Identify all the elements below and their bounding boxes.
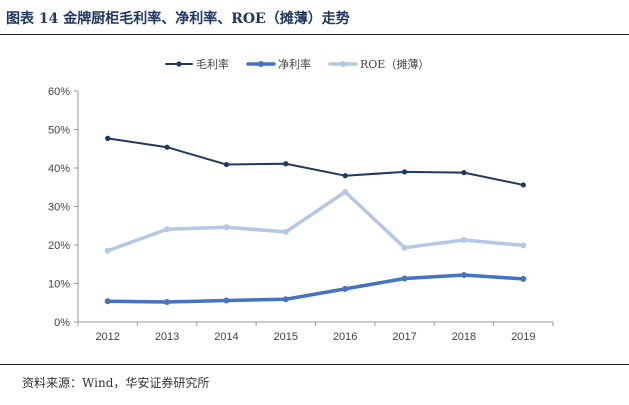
source-note: 资料来源：Wind，华安证券研究所 xyxy=(22,376,210,390)
y-tick-label: 30% xyxy=(48,202,70,214)
legend-label: ROE（摊薄） xyxy=(360,57,429,71)
series-group xyxy=(104,135,527,305)
data-point xyxy=(223,161,230,168)
data-point xyxy=(461,170,467,176)
data-point xyxy=(401,169,408,175)
data-point xyxy=(342,285,349,292)
x-tick-label: 2019 xyxy=(511,331,535,343)
y-tick-label: 0% xyxy=(54,317,70,329)
legend-label: 毛利率 xyxy=(196,57,229,71)
data-point xyxy=(105,135,111,141)
series-line xyxy=(105,273,526,304)
legend-marker xyxy=(340,61,346,67)
series-line xyxy=(106,137,525,186)
x-tick-label: 2017 xyxy=(392,331,416,343)
data-point xyxy=(342,173,348,179)
y-tick-label: 10% xyxy=(48,279,70,291)
title-divider xyxy=(0,34,629,35)
footer-divider xyxy=(0,364,629,365)
x-tick-label: 2015 xyxy=(274,331,298,343)
data-point xyxy=(283,161,289,167)
data-point xyxy=(104,298,111,305)
data-point xyxy=(223,297,230,304)
data-point xyxy=(460,272,467,279)
x-tick-label: 2014 xyxy=(214,331,238,343)
series-line xyxy=(105,190,526,253)
data-point xyxy=(520,182,526,188)
data-point xyxy=(282,228,289,235)
x-tick-label: 2013 xyxy=(155,331,179,343)
data-point xyxy=(282,296,289,303)
data-point xyxy=(164,144,170,150)
legend-marker xyxy=(176,61,182,67)
y-tick-label: 50% xyxy=(48,125,70,137)
data-point xyxy=(164,298,171,305)
data-point xyxy=(520,242,527,249)
data-point xyxy=(223,224,230,231)
data-point xyxy=(342,188,349,195)
axes: 0% 10% 20% 30% 40% 50% 60% 2012 2013 2014 2015 2016… xyxy=(48,86,554,343)
x-tick-label: 2016 xyxy=(333,331,357,343)
data-point xyxy=(401,275,408,282)
data-point xyxy=(104,247,111,254)
legend-marker xyxy=(258,61,264,67)
legend: 毛利率 净利率 ROE（摊薄） xyxy=(165,57,429,71)
legend-label: 净利率 xyxy=(278,57,311,71)
y-tick-label: 40% xyxy=(48,163,70,175)
data-point xyxy=(460,236,467,243)
chart-title: 图表 14 金牌厨柜毛利率、净利率、ROE（摊薄）走势 xyxy=(6,11,350,27)
data-point xyxy=(401,244,408,251)
line-chart: 毛利率 净利率 ROE（摊薄） 0% 10% 20% 30% 40% 50% 60% 2012 20… xyxy=(48,57,554,343)
data-point xyxy=(520,275,527,282)
y-tick-label: 20% xyxy=(48,240,70,252)
x-tick-label: 2018 xyxy=(452,331,476,343)
data-point xyxy=(164,226,171,233)
y-tick-label: 60% xyxy=(48,86,70,98)
x-tick-label: 2012 xyxy=(95,331,119,343)
